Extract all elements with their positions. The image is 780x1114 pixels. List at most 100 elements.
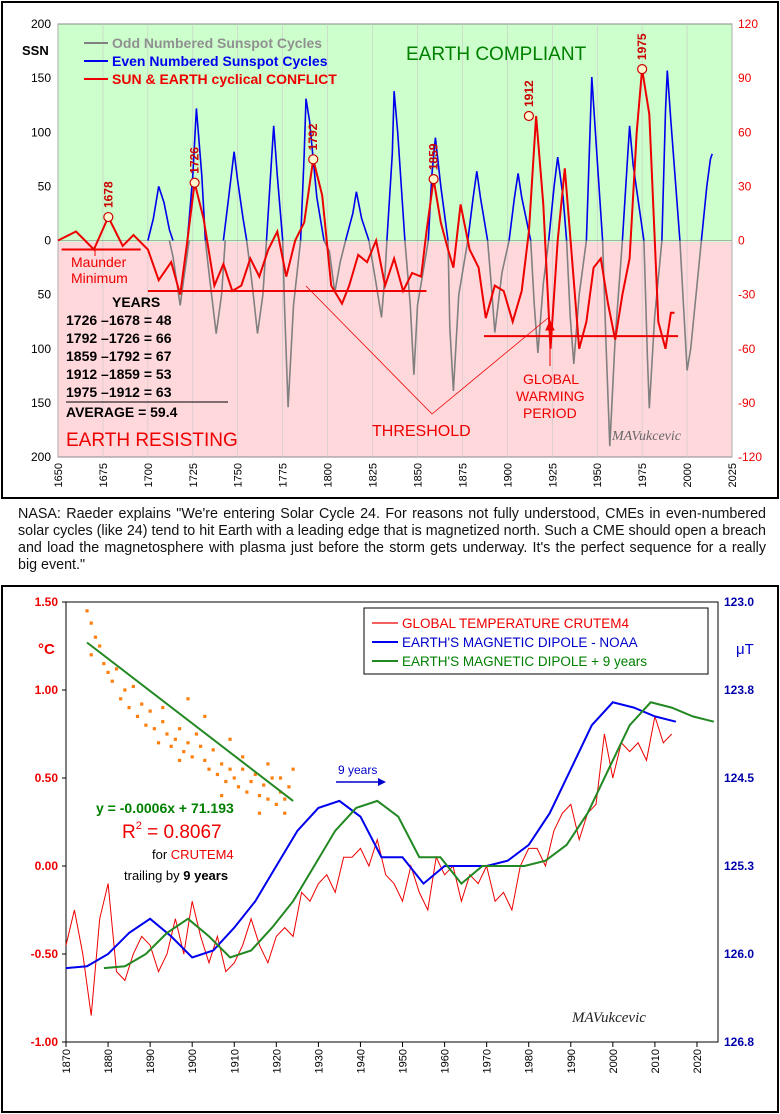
years-row: 1859 –1792 = 67 — [66, 348, 172, 364]
x-tick-label: 1970 — [482, 1049, 494, 1073]
y-left-tick-label: 1.50 — [35, 595, 59, 609]
y-left-tick-label: -1.00 — [31, 1035, 59, 1049]
y-right-tick-label: 125.3 — [724, 859, 754, 873]
legend: GLOBAL TEMPERATURE CRUTEM4 EARTH'S MAGNE… — [363, 607, 709, 675]
y-left-tick-label: 200 — [31, 450, 51, 464]
odd-cycle-line — [679, 240, 703, 371]
y-left-tick-label: 150 — [31, 396, 51, 410]
trailing-text: trailing by 9 years — [124, 868, 228, 883]
x-tick-label: 1700 — [143, 463, 155, 487]
x-tick-label: 1880 — [103, 1049, 115, 1073]
global-warming-arrow — [545, 319, 555, 366]
scatter-point — [106, 670, 110, 674]
y-left-tick-label: 100 — [31, 342, 51, 356]
scatter-point — [190, 755, 194, 759]
scatter-point — [232, 776, 236, 780]
scatter-point — [203, 758, 207, 762]
scatter-point — [177, 758, 182, 762]
odd-cycle-line — [529, 240, 550, 354]
years-row: 1912 –1859 = 53 — [66, 366, 172, 382]
even-cycle-line — [147, 186, 174, 241]
scatter-point — [127, 706, 131, 710]
scatter-point — [161, 706, 165, 710]
maunder-label-1: Maunder — [71, 254, 127, 270]
gw-label-2: WARMING — [516, 388, 585, 404]
dipole-plus9-line — [103, 701, 715, 970]
scatter-point — [283, 811, 287, 815]
x-tick-label: 1990 — [566, 1049, 578, 1073]
x-tick-label: 2025 — [727, 463, 739, 487]
x-tick-label: 1925 — [547, 463, 559, 487]
scatter-point — [194, 732, 198, 736]
scatter-point — [114, 667, 119, 671]
y-left-tick-label: 0.00 — [35, 859, 59, 873]
scatter-point — [241, 767, 245, 771]
for-crutem4: for CRUTEM4 — [152, 847, 234, 862]
scatter-point — [228, 767, 232, 771]
legend-even: Even Numbered Sunspot Cycles — [112, 53, 328, 69]
even-cycle-line — [621, 125, 645, 241]
scatter-point — [228, 737, 232, 741]
y-left-tick-label: 0.50 — [35, 771, 59, 785]
scatter-point — [211, 748, 215, 752]
y-left-tick-label: 100 — [31, 125, 51, 139]
even-cycle-line — [386, 91, 406, 241]
y-right-tick-label: 123.8 — [724, 683, 754, 697]
years-table: YEARS 1726 –1678 = 48 1792 –1726 = 66 18… — [66, 294, 228, 420]
scatter-point — [249, 779, 253, 784]
even-cycle-line — [585, 76, 604, 241]
y-left-tick-label: 50 — [38, 288, 52, 302]
y-right-tick-label: 90 — [738, 71, 752, 85]
peak-label: 1726 — [188, 147, 202, 174]
legend-conflict: SUN & EARTH cyclical CONFLICT — [112, 71, 337, 87]
years-row: 1726 –1678 = 48 — [66, 312, 172, 328]
peak-marker — [189, 177, 200, 188]
y-right-tick-label: 123.0 — [724, 595, 754, 609]
even-cycle-line — [299, 98, 325, 241]
y-right-tick-label: -90 — [738, 396, 756, 410]
scatter-point — [119, 697, 123, 701]
ssn-label: SSN — [22, 43, 49, 58]
legend-noaa: EARTH'S MAGNETIC DIPOLE - NOAA — [402, 635, 638, 650]
peak-label: 1678 — [101, 181, 115, 208]
x-tick-label: 1940 — [355, 1049, 367, 1073]
even-cycle-line — [467, 171, 489, 241]
sunspot-chart: 1678 1726 1792 1859 1912 1975 1650 1675 1700 172… — [1, 1, 779, 499]
scatter-point — [140, 702, 144, 706]
temperature-dipole-chart: 1870 1880 1890 1900 1910 1920 1930 1940 1950 1960… — [1, 585, 779, 1113]
even-cycle-line — [265, 125, 284, 241]
scatter-point — [102, 662, 106, 666]
scatter-point — [236, 785, 241, 789]
x-tick-label: 1930 — [313, 1049, 325, 1073]
regression-line — [86, 641, 294, 802]
gw-label-1: GLOBAL — [523, 371, 579, 387]
y-right-tick-label: 30 — [738, 179, 752, 193]
x-tick-label: 1950 — [592, 463, 604, 487]
scatter-point — [257, 811, 262, 815]
nine-years-arrow: 9 years — [336, 763, 386, 786]
x-tick-label: 2020 — [692, 1049, 704, 1073]
threshold-label: THRESHOLD — [372, 423, 471, 440]
scatter-point — [186, 697, 190, 701]
scatter-point — [131, 684, 135, 689]
odd-cycle-line — [565, 240, 588, 364]
peak-marker — [637, 64, 648, 75]
scatter-point — [152, 727, 156, 731]
scatter-point — [241, 755, 245, 759]
signature: MAVukcevic — [571, 1010, 646, 1026]
peak-marker — [308, 154, 319, 165]
y-left-tick-label: 150 — [31, 71, 51, 85]
scatter-point — [203, 714, 207, 718]
legend-plus9: EARTH'S MAGNETIC DIPOLE + 9 years — [402, 654, 647, 669]
compliant-region — [58, 24, 732, 242]
peak-label: 1912 — [522, 80, 536, 107]
regression-equation: y = -0.0006x + 71.193 — [96, 800, 234, 816]
gw-label-3: PERIOD — [523, 405, 577, 421]
scatter-point — [266, 762, 270, 766]
scatter-point — [253, 772, 257, 777]
y-left-tick-label: 0 — [44, 234, 51, 248]
x-tick-label: 1980 — [524, 1049, 536, 1073]
r-squared: R2 = 0.8067 — [122, 820, 222, 843]
temperature-line — [65, 716, 673, 1016]
years-row: 1792 –1726 = 66 — [66, 330, 172, 346]
